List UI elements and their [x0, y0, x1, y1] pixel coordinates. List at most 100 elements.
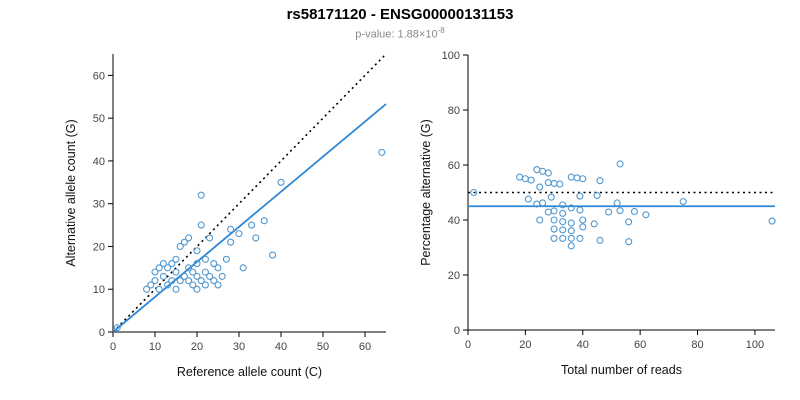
data-point	[567, 173, 575, 181]
data-point	[642, 211, 650, 219]
plot-title: rs58171120 - ENSG00000131153	[286, 6, 514, 23]
data-point	[164, 281, 172, 289]
data-point	[155, 264, 163, 272]
data-point	[576, 192, 584, 200]
data-point	[559, 209, 567, 217]
data-point	[536, 183, 544, 191]
data-point	[567, 234, 575, 242]
pvalue-text: p-value: 1.88×10	[355, 28, 438, 41]
data-point	[197, 191, 205, 199]
data-point	[176, 277, 184, 285]
data-point	[214, 264, 222, 272]
data-point	[277, 178, 285, 186]
data-point	[539, 199, 547, 207]
data-point	[176, 242, 184, 251]
regression-line	[112, 103, 387, 333]
data-point	[222, 255, 230, 263]
y-tick-label: 60	[448, 160, 460, 172]
data-point	[180, 238, 188, 246]
data-point	[556, 180, 564, 188]
data-point	[210, 260, 218, 268]
data-point	[235, 230, 243, 238]
data-point	[576, 234, 584, 242]
data-point	[524, 195, 532, 203]
data-point	[679, 198, 687, 206]
data-point	[550, 216, 558, 224]
data-point	[596, 236, 604, 244]
data-point	[147, 281, 155, 289]
x-tick-label: 60	[634, 339, 646, 351]
data-point	[155, 285, 163, 293]
data-point	[193, 272, 201, 280]
data-point	[168, 277, 176, 285]
y-tick-label: 10	[93, 284, 105, 296]
y-tick-label: 0	[454, 325, 460, 337]
x-tick-label: 50	[317, 341, 329, 353]
data-point	[516, 173, 524, 181]
data-point	[539, 167, 547, 175]
y-tick-label: 30	[93, 199, 105, 211]
data-point	[573, 174, 581, 182]
scatter-plot-allele-counts: 0 10 20 30 40 50 60 0 10 20 30 40 50 60 Reference alle…	[64, 53, 387, 379]
data-point	[527, 176, 535, 184]
data-point	[248, 221, 256, 229]
y-tick-label: 50	[93, 113, 105, 125]
data-point	[470, 188, 478, 197]
data-point	[206, 272, 214, 280]
data-point	[269, 251, 277, 259]
data-point	[193, 285, 201, 293]
x-tick-label: 30	[233, 341, 245, 353]
data-point	[151, 268, 159, 276]
data-point	[547, 193, 555, 201]
data-point	[143, 285, 151, 293]
data-point	[185, 277, 193, 285]
data-point	[630, 207, 638, 216]
data-point	[172, 255, 180, 263]
data-point	[559, 234, 567, 242]
x-axis-label: Total number of reads	[561, 363, 682, 377]
data-point	[164, 264, 172, 272]
data-point	[185, 234, 193, 242]
data-point	[590, 220, 598, 228]
x-tick-label: 80	[691, 339, 703, 351]
y-tick-label: 80	[448, 105, 460, 117]
plot-subtitle: p-value: 1.88×10-8	[0, 26, 800, 41]
data-point	[172, 268, 180, 276]
x-tick-label: 20	[191, 341, 203, 353]
data-point	[180, 272, 188, 280]
data-point	[193, 247, 201, 255]
y-tick-label: 0	[99, 327, 105, 339]
data-point	[579, 216, 587, 224]
data-point	[550, 179, 558, 187]
data-point	[550, 207, 558, 215]
data-point	[227, 238, 235, 246]
x-tick-label: 100	[746, 339, 764, 351]
data-point	[227, 225, 235, 233]
y-tick-label: 60	[93, 70, 105, 82]
data-point	[616, 160, 624, 168]
x-tick-label: 40	[275, 341, 287, 353]
data-point	[567, 242, 575, 250]
data-point	[210, 277, 218, 285]
y-tick-label: 20	[93, 241, 105, 253]
data-point	[593, 191, 601, 200]
data-point	[239, 264, 247, 272]
data-point	[533, 166, 541, 174]
y-tick-label: 40	[448, 215, 460, 227]
data-point	[201, 268, 209, 276]
data-point	[550, 234, 558, 242]
data-point	[536, 216, 544, 224]
x-tick-label: 60	[359, 341, 371, 353]
data-point	[252, 234, 260, 242]
data-point	[550, 225, 558, 233]
data-point	[113, 324, 121, 332]
data-point	[260, 217, 268, 225]
data-point	[544, 208, 552, 216]
data-point	[544, 179, 552, 187]
data-point	[218, 272, 226, 280]
identity-line	[112, 53, 387, 333]
data-point	[189, 268, 197, 276]
data-point	[616, 207, 624, 215]
data-point	[576, 206, 584, 214]
